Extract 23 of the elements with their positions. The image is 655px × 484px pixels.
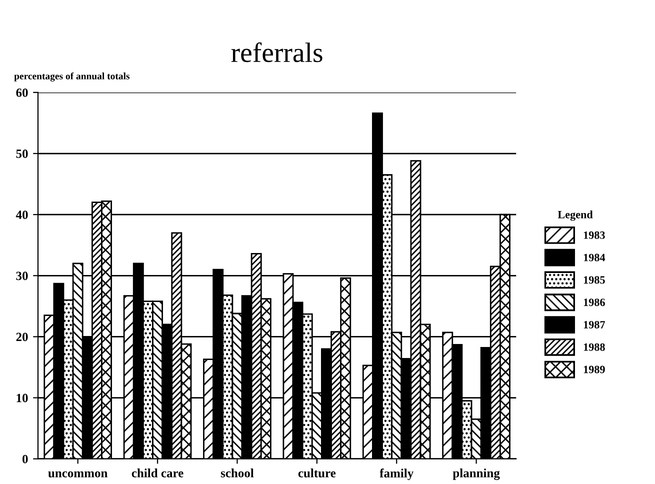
y-axis-title: percentages of annual totals <box>14 72 130 82</box>
y-tick-label: 50 <box>16 150 28 158</box>
legend-label: 1985 <box>584 276 605 284</box>
y-tick-label: 20 <box>16 332 28 342</box>
legend-title: Legend <box>558 210 593 221</box>
legend-label: 1988 <box>584 343 605 351</box>
x-tick-label: child care <box>132 468 184 478</box>
x-tick-label: school <box>220 468 254 478</box>
legend-label: 1983 <box>584 231 605 239</box>
x-tick-label: uncommon <box>48 471 108 478</box>
y-tick-label: 60 <box>16 88 28 97</box>
y-tick-label: 0 <box>22 454 28 464</box>
legend-label: 1987 <box>584 320 605 328</box>
x-tick-label: planning <box>452 468 500 480</box>
legend-label: 1984 <box>584 254 606 262</box>
legend-label: 1986 <box>584 298 605 306</box>
x-tick-label: family <box>380 468 414 480</box>
x-tick-label: culture <box>298 468 336 478</box>
y-tick-label: 10 <box>16 394 28 402</box>
y-tick-label: 30 <box>16 272 28 280</box>
chart-title: referrals <box>231 42 322 62</box>
y-tick-label: 40 <box>16 210 28 220</box>
legend-label: 1989 <box>584 366 605 374</box>
